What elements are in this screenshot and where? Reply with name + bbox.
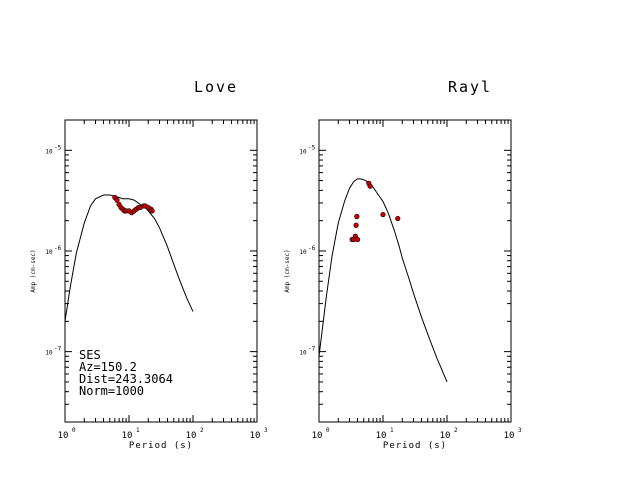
panel-title: Rayl	[448, 78, 492, 96]
x-tick-label: 10	[376, 431, 387, 441]
model-curve	[318, 178, 448, 383]
x-tick-label: 10	[440, 431, 451, 441]
observed-point	[114, 197, 120, 203]
observed-point	[367, 183, 373, 189]
station-info-line: Dist=243.3064	[79, 372, 173, 386]
x-tick-label: 10	[250, 431, 261, 441]
y-tick-exponent: -7	[308, 346, 316, 353]
observed-point	[354, 213, 360, 220]
x-tick-exponent: 2	[454, 427, 458, 434]
y-axis-label: Amp (cm-sec)	[284, 249, 291, 292]
y-tick-label: 10	[299, 350, 307, 357]
x-tick-exponent: 0	[326, 427, 330, 434]
y-tick-exponent: -6	[54, 245, 62, 252]
y-tick-label: 10	[299, 148, 307, 155]
x-tick-exponent: 1	[390, 427, 394, 434]
y-tick-exponent: -5	[54, 144, 62, 151]
x-axis-label: Period (s)	[383, 441, 447, 451]
y-tick-label: 10	[45, 249, 53, 256]
model-curve	[64, 194, 194, 322]
y-tick-exponent: -7	[54, 346, 62, 353]
observed-point	[149, 208, 155, 214]
x-tick-label: 10	[58, 431, 69, 441]
x-tick-label: 10	[122, 431, 133, 441]
x-tick-exponent: 1	[136, 427, 140, 434]
plot-frame	[64, 119, 258, 423]
observed-point	[380, 211, 386, 218]
station-info-line: Norm=1000	[79, 384, 144, 398]
y-tick-label: 10	[299, 249, 307, 256]
x-tick-label: 10	[504, 431, 515, 441]
x-tick-exponent: 3	[518, 427, 522, 434]
station-info-line: SES	[79, 348, 101, 362]
y-tick-label: 10	[45, 148, 53, 155]
x-tick-label: 10	[186, 431, 197, 441]
x-tick-exponent: 2	[200, 427, 204, 434]
observed-point	[395, 215, 401, 222]
plot-frame	[318, 119, 512, 423]
panel-title: Love	[194, 78, 238, 96]
y-tick-exponent: -6	[308, 245, 316, 252]
y-axis-label: Amp (cm-sec)	[30, 249, 37, 292]
observed-point	[353, 222, 359, 228]
x-axis-label: Period (s)	[129, 441, 193, 451]
y-tick-exponent: -5	[308, 144, 316, 151]
x-tick-exponent: 3	[264, 427, 268, 434]
x-tick-label: 10	[312, 431, 323, 441]
station-info-line: Az=150.2	[79, 360, 137, 374]
y-tick-label: 10	[45, 350, 53, 357]
x-tick-exponent: 0	[72, 427, 76, 434]
observed-point	[354, 236, 361, 243]
